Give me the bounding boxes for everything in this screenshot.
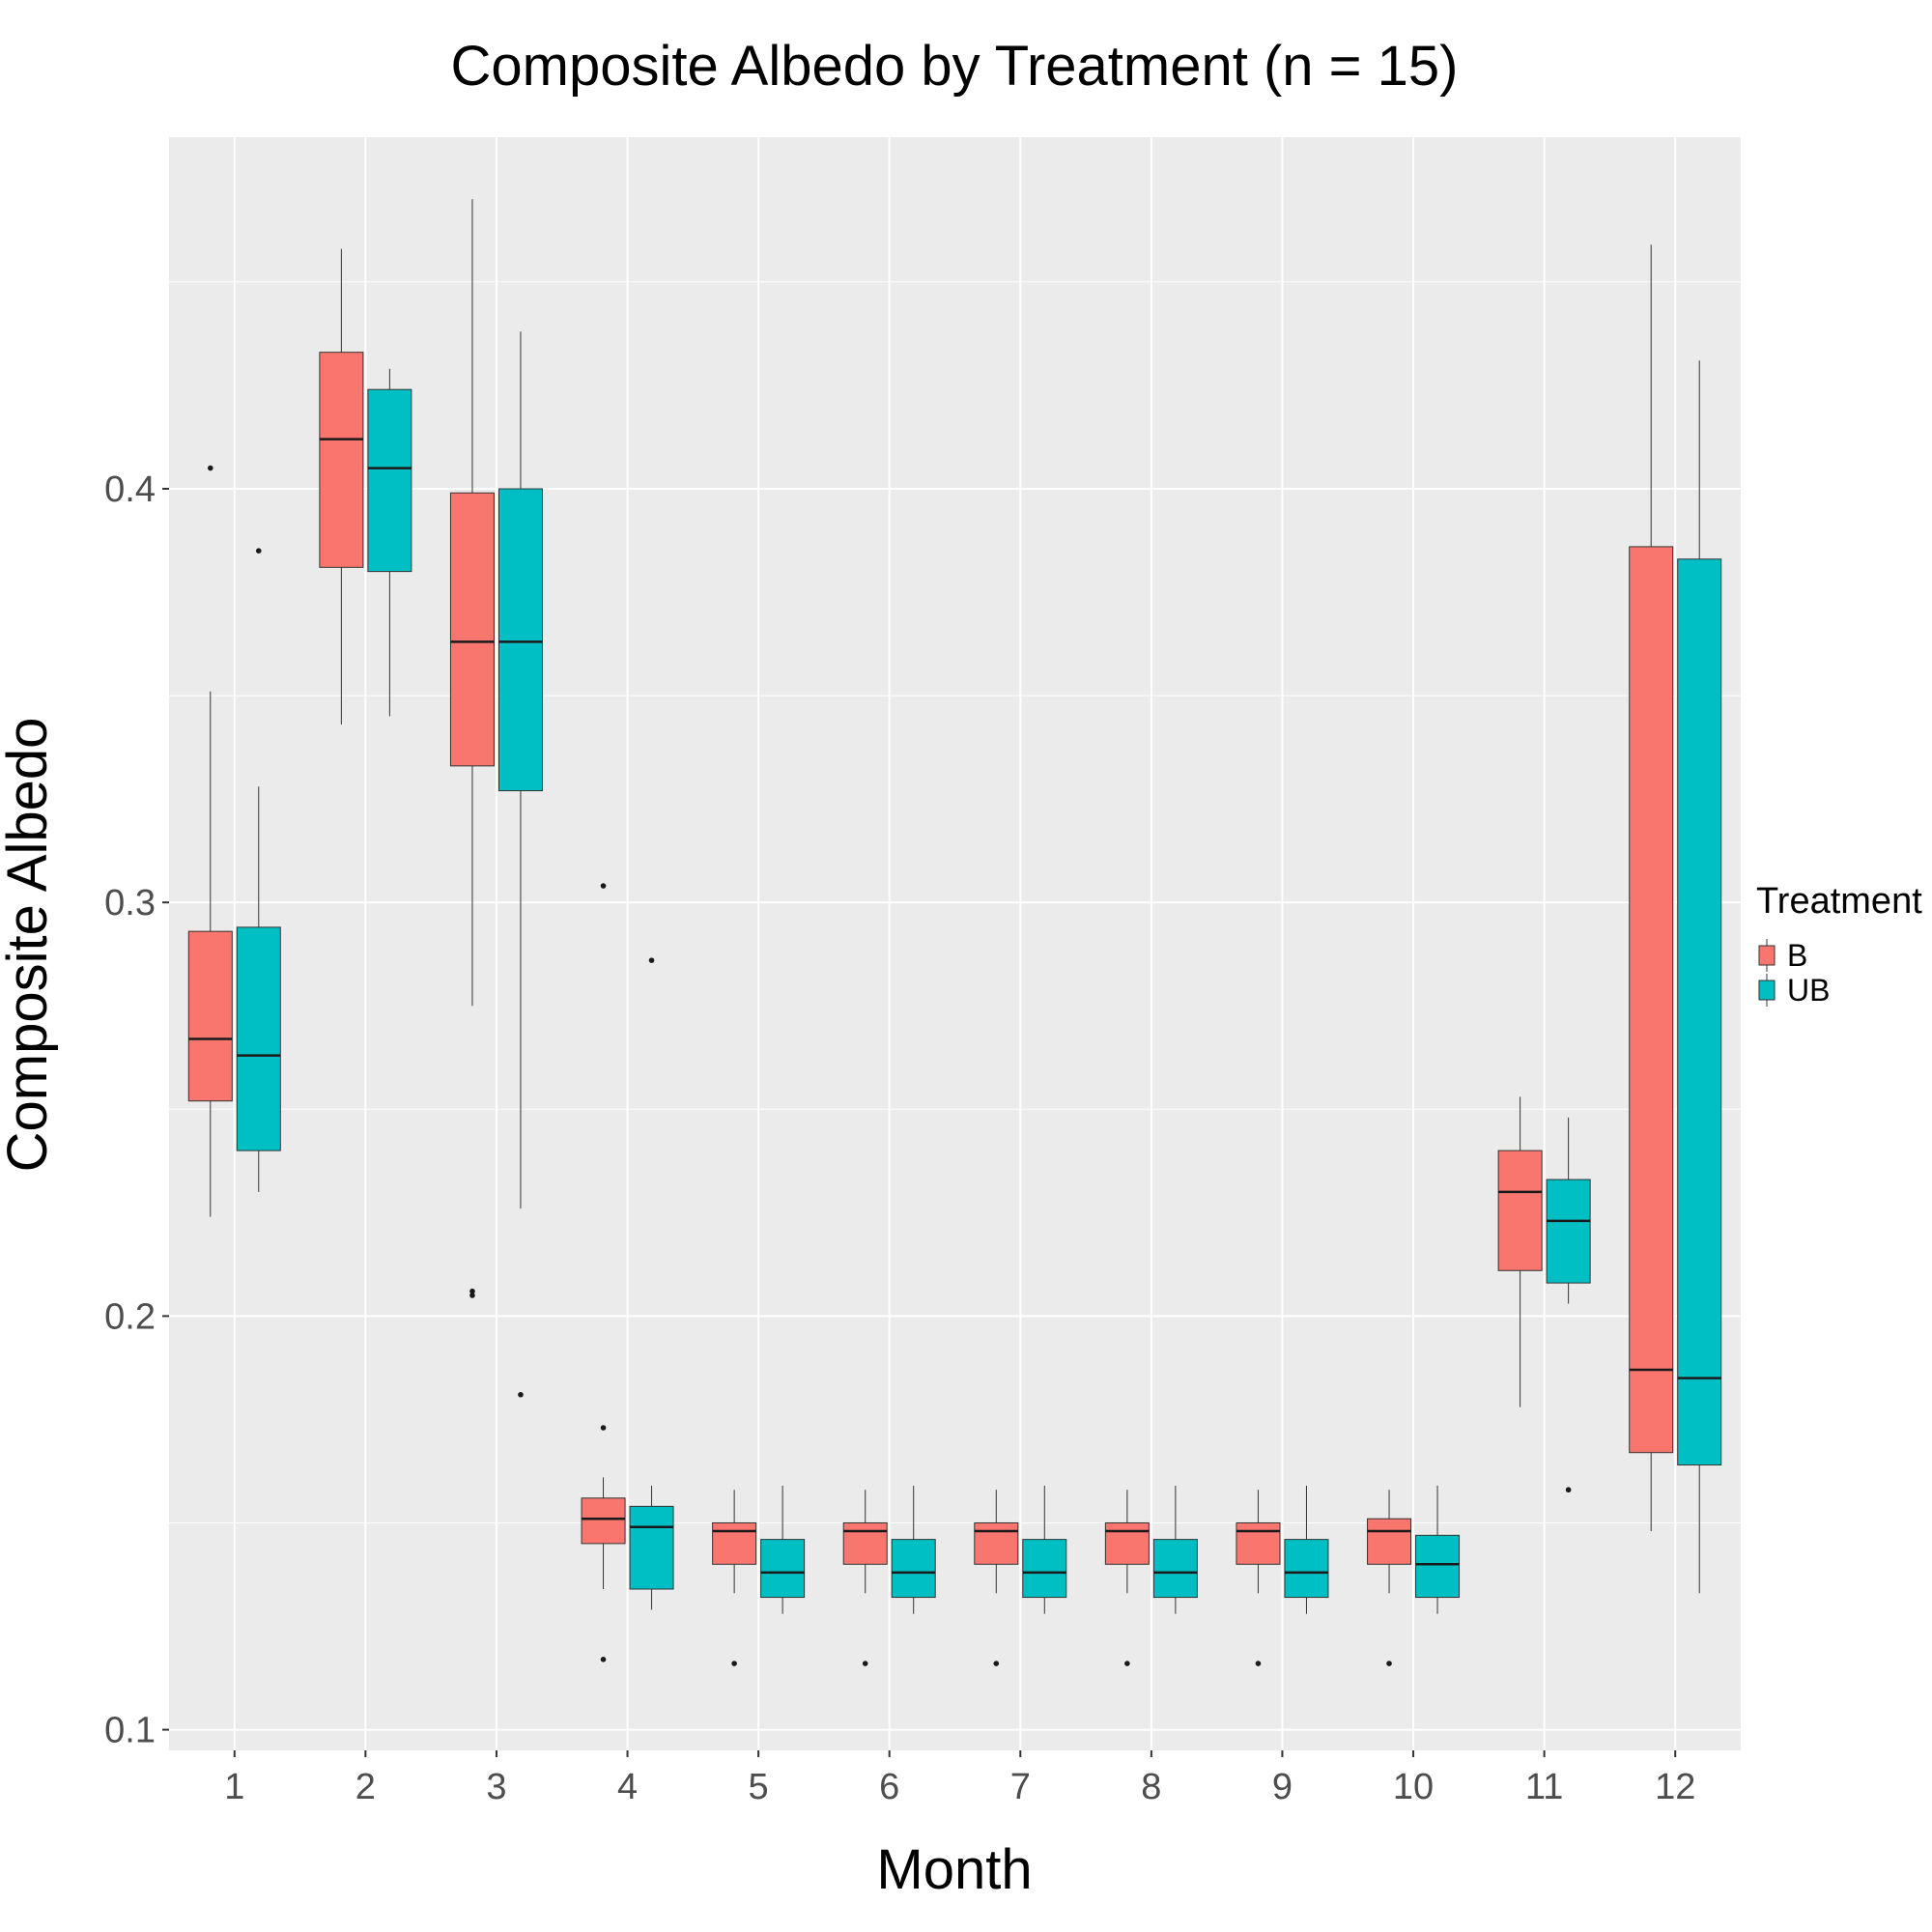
panel-background [169, 137, 1741, 1750]
axes: 0.10.20.30.41 2 3 4 5 6 7 8 9 10 11 12 [104, 469, 1695, 1807]
box-UB-month-9 [1284, 1485, 1329, 1614]
x-tick-label: 3 [486, 1767, 506, 1807]
x-tick-label: 7 [1010, 1767, 1031, 1807]
box-iqr [712, 1521, 757, 1565]
box-B-month-5 [712, 1490, 757, 1666]
outlier-point [1255, 1661, 1262, 1666]
box-iqr [1152, 1539, 1198, 1599]
box-B-month-12 [1629, 244, 1674, 1532]
outlier-point [255, 548, 262, 554]
outlier-point [1565, 1487, 1572, 1493]
y-tick-label: 0.2 [104, 1296, 156, 1337]
outlier-point [518, 1391, 524, 1398]
box-B-month-11 [1497, 1096, 1543, 1407]
y-tick-label: 0.3 [104, 883, 156, 923]
box-iqr [187, 930, 233, 1102]
legend-item-B: B [1758, 938, 1807, 973]
legend-label: B [1787, 938, 1807, 973]
box-B-month-9 [1236, 1490, 1281, 1666]
box-iqr [760, 1539, 806, 1599]
box-UB-month-12 [1677, 360, 1722, 1594]
box-UB-month-6 [891, 1485, 936, 1614]
box-UB-month-3 [497, 331, 543, 1398]
box-iqr [236, 926, 281, 1151]
box-B-month-10 [1367, 1490, 1412, 1666]
legend-label: UB [1787, 973, 1830, 1008]
x-tick-label: 1 [224, 1767, 244, 1807]
x-tick-label: 11 [1525, 1767, 1563, 1807]
box-B-month-1 [187, 465, 233, 1217]
outlier-point [993, 1661, 1000, 1666]
x-tick-label: 4 [617, 1767, 638, 1807]
box-iqr [842, 1521, 888, 1565]
plot-panel [169, 137, 1741, 1750]
box-B-month-4 [581, 883, 626, 1662]
x-tick-label: 6 [879, 1767, 899, 1807]
outlier-point [862, 1661, 868, 1666]
outlier-point [1124, 1661, 1130, 1666]
box-iqr [1022, 1539, 1067, 1599]
outlier-point [1386, 1661, 1392, 1666]
box-iqr [974, 1521, 1019, 1565]
legend-item-UB: UB [1758, 973, 1830, 1008]
box-iqr [581, 1497, 626, 1545]
box-iqr [367, 388, 412, 573]
box-iqr [319, 352, 364, 568]
x-tick-label: 5 [749, 1767, 769, 1807]
box-iqr [1367, 1518, 1412, 1565]
box-B-month-3 [449, 199, 495, 1298]
box-iqr [1415, 1534, 1461, 1599]
box-UB-month-2 [367, 368, 412, 717]
x-axis-title: Month [876, 1838, 1032, 1901]
plot-marks [187, 199, 1722, 1666]
box-B-month-6 [842, 1490, 888, 1666]
outlier-point [469, 1288, 475, 1294]
x-tick-label: 12 [1655, 1767, 1695, 1807]
legend-key [1758, 945, 1776, 966]
box-iqr [449, 492, 495, 767]
outlier-point [600, 1656, 607, 1662]
outlier-point [600, 1425, 607, 1431]
x-tick-label: 8 [1141, 1767, 1161, 1807]
legend-key [1758, 980, 1776, 1001]
x-tick-label: 10 [1393, 1767, 1434, 1807]
y-tick-label: 0.1 [104, 1711, 156, 1751]
chart-title: Composite Albedo by Treatment (n = 15) [451, 35, 1459, 98]
box-UB-month-5 [760, 1485, 806, 1614]
box-UB-month-4 [629, 957, 674, 1610]
box-B-month-2 [319, 248, 364, 725]
box-iqr [1629, 546, 1674, 1454]
x-tick-label: 2 [355, 1767, 376, 1807]
legend: Treatment BUB [1756, 881, 1922, 1008]
box-B-month-8 [1104, 1490, 1150, 1666]
box-iqr [891, 1539, 936, 1599]
outlier-point [731, 1661, 737, 1666]
outlier-point [207, 465, 213, 471]
box-UB-month-10 [1415, 1485, 1461, 1614]
box-iqr [1677, 558, 1722, 1466]
box-B-month-7 [974, 1490, 1019, 1666]
outlier-point [469, 1293, 475, 1298]
box-UB-month-1 [236, 548, 281, 1192]
x-tick-label: 9 [1272, 1767, 1293, 1807]
box-UB-month-7 [1022, 1485, 1067, 1614]
legend-title: Treatment [1756, 881, 1922, 922]
y-tick-label: 0.4 [104, 469, 156, 510]
outlier-point [600, 883, 607, 889]
outlier-point [648, 957, 655, 963]
box-iqr [1497, 1150, 1543, 1271]
box-UB-month-11 [1546, 1117, 1591, 1493]
box-UB-month-8 [1152, 1485, 1198, 1614]
box-iqr [1546, 1179, 1591, 1284]
box-iqr [1236, 1521, 1281, 1565]
y-axis-title: Composite Albedo [0, 718, 59, 1173]
box-iqr [629, 1505, 674, 1590]
box-iqr [1104, 1521, 1150, 1565]
box-iqr [1284, 1539, 1329, 1599]
box-iqr [497, 488, 543, 792]
